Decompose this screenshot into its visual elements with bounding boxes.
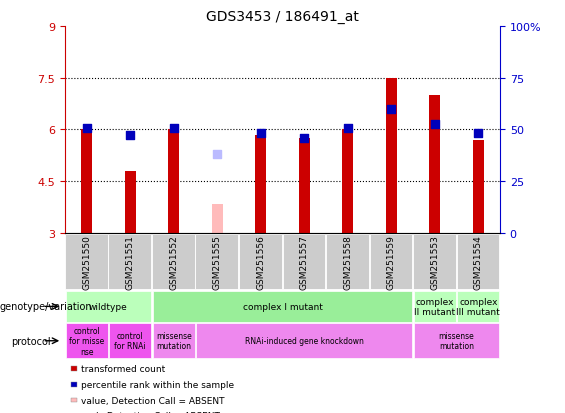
Title: GDS3453 / 186491_at: GDS3453 / 186491_at bbox=[206, 10, 359, 24]
Text: genotype/variation: genotype/variation bbox=[0, 301, 93, 312]
Text: control
for RNAi: control for RNAi bbox=[115, 331, 146, 351]
Point bbox=[212, 151, 221, 157]
Bar bbox=[125, 171, 136, 233]
Point bbox=[170, 125, 179, 132]
Text: RNAi-induced gene knockdown: RNAi-induced gene knockdown bbox=[245, 337, 364, 345]
Point bbox=[82, 125, 92, 132]
Bar bbox=[168, 130, 179, 233]
Bar bbox=[81, 130, 92, 233]
Text: transformed count: transformed count bbox=[81, 364, 166, 373]
Bar bbox=[255, 135, 266, 233]
Bar bbox=[473, 140, 484, 233]
Text: complex
III mutant: complex III mutant bbox=[457, 297, 500, 316]
Text: value, Detection Call = ABSENT: value, Detection Call = ABSENT bbox=[81, 396, 225, 405]
Point bbox=[257, 130, 266, 137]
Text: wildtype: wildtype bbox=[89, 302, 128, 311]
Text: missense
mutation: missense mutation bbox=[438, 331, 475, 351]
Point bbox=[299, 135, 308, 142]
Point bbox=[343, 125, 353, 132]
Point bbox=[431, 121, 440, 128]
Bar bbox=[299, 139, 310, 233]
Text: control
for misse
nse: control for misse nse bbox=[69, 326, 105, 356]
Bar bbox=[212, 204, 223, 233]
Text: rank, Detection Call = ABSENT: rank, Detection Call = ABSENT bbox=[81, 411, 220, 413]
Bar bbox=[342, 130, 353, 233]
Point bbox=[386, 106, 396, 113]
Point bbox=[473, 130, 483, 137]
Text: complex
II mutant: complex II mutant bbox=[414, 297, 455, 316]
Text: missense
mutation: missense mutation bbox=[156, 331, 192, 351]
Bar bbox=[386, 78, 397, 233]
Bar bbox=[429, 96, 440, 233]
Point bbox=[126, 132, 135, 139]
Text: complex I mutant: complex I mutant bbox=[242, 302, 323, 311]
Text: protocol: protocol bbox=[11, 336, 51, 346]
Text: percentile rank within the sample: percentile rank within the sample bbox=[81, 380, 234, 389]
